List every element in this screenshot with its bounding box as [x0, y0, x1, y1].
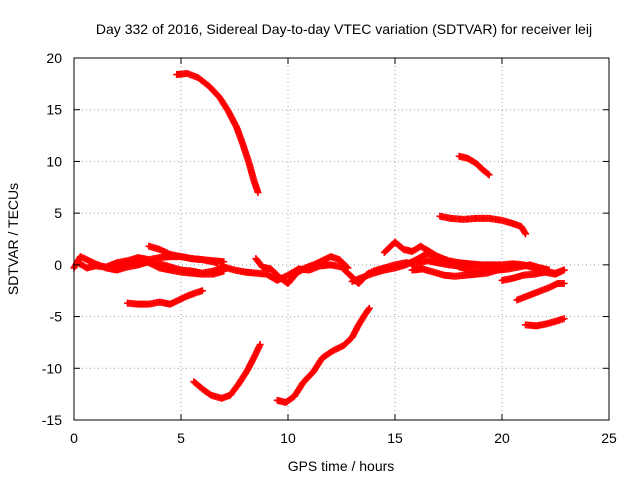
data-point	[220, 258, 228, 266]
series-arc-2	[190, 340, 264, 402]
x-tick-label: 25	[601, 430, 617, 446]
x-tick-label: 15	[387, 430, 403, 446]
data-point	[198, 287, 206, 295]
series-arc-13	[113, 255, 228, 278]
data-point	[522, 230, 530, 238]
data-point	[560, 315, 568, 323]
x-tick-label: 5	[177, 430, 185, 446]
y-tick-label: -10	[42, 360, 62, 376]
series-arc-9	[522, 315, 568, 330]
data-point-fill	[343, 263, 351, 271]
x-tick-label: 10	[280, 430, 296, 446]
data-point	[213, 259, 221, 267]
x-tick-label: 20	[494, 430, 510, 446]
data-point	[560, 266, 568, 274]
x-tick-label: 0	[70, 430, 78, 446]
series-arc-8	[513, 279, 568, 304]
series-arc-5	[436, 212, 530, 238]
data-point	[220, 267, 228, 275]
data-point	[365, 304, 373, 312]
data-point-fill	[484, 170, 492, 178]
series-arc-16	[380, 238, 485, 269]
y-tick-labels: -15 -10 -5 0 5 10 15 20	[42, 50, 62, 428]
data-point-fill	[521, 228, 529, 236]
data-point	[254, 188, 262, 196]
data-point	[344, 264, 352, 272]
plot-frame	[73, 57, 610, 421]
series-arc-4	[455, 152, 493, 179]
series-arc-17	[408, 261, 553, 280]
data-point-fill	[364, 306, 372, 314]
series-arc-1	[173, 70, 262, 196]
x-tick-labels: 0 5 10 15 20 25	[70, 430, 617, 446]
series-arc-12	[145, 242, 221, 267]
series-arc-14	[252, 253, 352, 287]
y-axis-label: SDTVAR / TECUs	[5, 183, 21, 295]
y-tick-label: 5	[54, 205, 62, 221]
data-marks	[70, 70, 568, 406]
data-point	[256, 340, 264, 348]
y-tick-label: 15	[46, 102, 62, 118]
series-arc-6	[124, 287, 206, 308]
x-axis-label: GPS time / hours	[288, 458, 395, 474]
grid-lines	[74, 58, 609, 420]
y-tick-label: -5	[50, 309, 63, 325]
axis-ticks	[73, 57, 610, 421]
y-tick-label: 10	[46, 153, 62, 169]
data-point	[485, 171, 493, 179]
y-tick-label: -15	[42, 412, 62, 428]
y-tick-label: 0	[54, 257, 62, 273]
chart-title: Day 332 of 2016, Sidereal Day-to-day VTE…	[96, 21, 592, 37]
data-point	[477, 261, 485, 269]
data-point	[545, 266, 553, 274]
y-tick-label: 20	[46, 50, 62, 66]
series-arc-3	[273, 304, 373, 406]
data-point	[560, 279, 568, 287]
